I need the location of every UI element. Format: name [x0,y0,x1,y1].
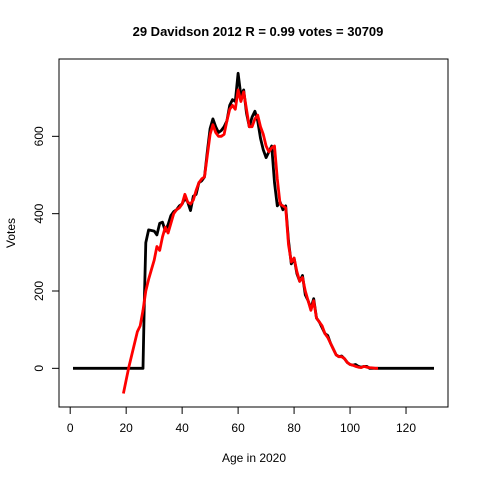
y-tick-label: 200 [32,281,46,301]
series-line-2 [122,88,378,394]
x-tick-label: 20 [119,421,133,435]
x-tick-label: 120 [396,421,416,435]
y-axis-label: Votes [4,218,18,248]
chart-title: 29 Davidson 2012 R = 0.99 votes = 30709 [133,24,384,39]
y-tick-label: 600 [32,126,46,146]
x-tick-label: 40 [175,421,189,435]
x-tick-label: 100 [340,421,360,435]
x-axis: 0 20 40 60 80 100 120 [67,406,416,435]
x-tick-label: 80 [287,421,301,435]
y-tick-label: 0 [32,365,46,372]
y-tick-label: 400 [32,203,46,223]
x-axis-label: Age in 2020 [222,451,286,465]
series-layer [73,71,434,394]
series-line-1 [73,71,434,370]
y-axis: 0 200 400 600 [32,126,60,372]
x-tick-label: 60 [231,421,245,435]
x-tick-label: 0 [67,421,74,435]
